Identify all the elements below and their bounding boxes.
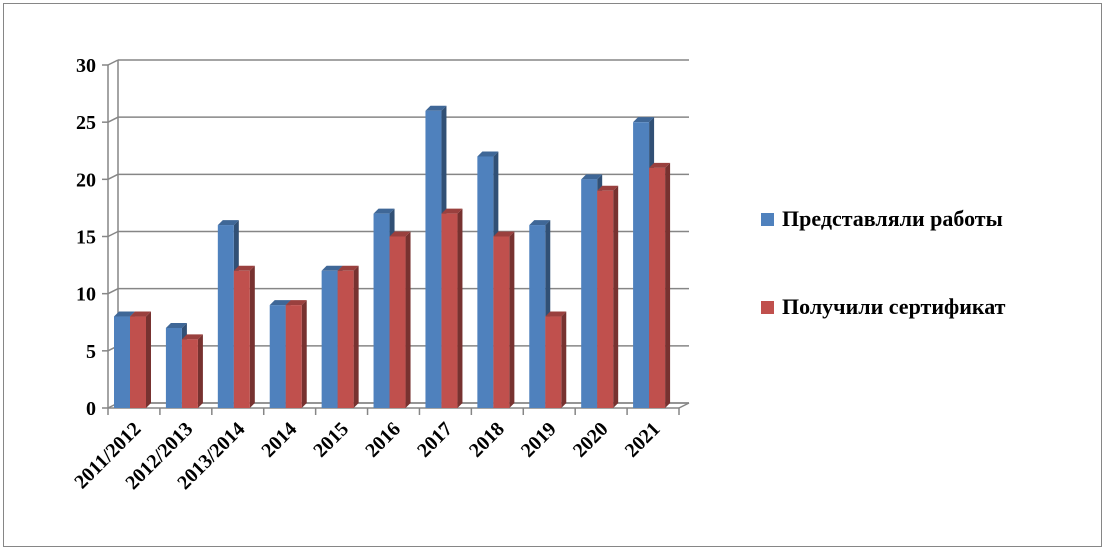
bar [285, 300, 307, 408]
bar-front [373, 213, 390, 408]
bar-side [613, 185, 619, 408]
bar-front [165, 327, 182, 408]
bar-front [337, 270, 354, 408]
bar-front [114, 316, 130, 408]
bar-side [249, 265, 255, 408]
y-tick-label: 30 [76, 55, 96, 77]
bar-top [269, 300, 291, 306]
bar-side [509, 231, 515, 408]
bar [389, 231, 411, 408]
legend-label: Представляли работы [782, 206, 1003, 231]
x-tick-label: 2017 [413, 418, 457, 462]
bar-side [561, 311, 567, 408]
bar-top [217, 220, 239, 226]
bar-front [581, 179, 598, 408]
x-tick-label: 2014 [257, 418, 301, 462]
bar-top [321, 265, 343, 271]
bar-side [146, 311, 151, 408]
bar-front [493, 236, 510, 408]
x-tick-label: 2020 [569, 418, 613, 462]
y-tick-label: 0 [86, 398, 96, 420]
bar-front [597, 190, 614, 408]
y-tick-label: 10 [76, 284, 96, 306]
y-tick-label: 20 [76, 169, 96, 191]
bar [181, 334, 203, 408]
bar-chart: 0 5 10 15 20 25 30 2011/20122012/20132013/2014… [70, 55, 1006, 494]
bar [337, 265, 359, 408]
bar-front [529, 225, 546, 408]
bar-top [477, 151, 499, 157]
bar [130, 311, 151, 408]
legend-swatch [761, 301, 774, 314]
y-tick-label: 15 [76, 227, 96, 249]
bar-front [425, 110, 442, 408]
chart-frame: 0 5 10 15 20 25 30 2011/2012 2012/2013 2013/2014… [3, 3, 1102, 547]
bar [597, 185, 619, 408]
bar [233, 265, 255, 408]
bar-front [269, 305, 286, 408]
bar-top [130, 311, 151, 317]
bar-front [217, 225, 234, 408]
floor-right-edge [678, 402, 690, 409]
bar-side [353, 265, 359, 408]
x-tick-label: 2015 [309, 418, 353, 462]
bar-front [233, 270, 250, 408]
bars [114, 105, 671, 409]
y-axis-ticks: 0 5 10 15 20 25 30 [76, 55, 96, 420]
gridline-side [107, 173, 119, 181]
bar-front [649, 167, 666, 408]
bar-top [285, 300, 307, 306]
bar-top [165, 322, 187, 328]
bar-top [581, 174, 603, 180]
bar-top [373, 208, 395, 214]
bar-front [441, 213, 458, 408]
bar-side [457, 208, 463, 408]
bar-front [130, 316, 146, 408]
gridline-side [107, 59, 119, 66]
bar-front [545, 316, 562, 408]
bar [649, 162, 671, 408]
gridline-side [107, 287, 119, 295]
bar-front [321, 270, 338, 408]
bar-top [181, 334, 203, 340]
bar-top [529, 220, 551, 226]
legend-swatch [761, 213, 774, 226]
bar-top [545, 311, 567, 317]
x-tick-label: 2021 [621, 418, 665, 462]
x-tick-label: 2018 [465, 418, 509, 462]
gridline-side [107, 230, 119, 238]
bar-front [633, 122, 650, 409]
bar-top [337, 265, 359, 271]
bar-front [477, 156, 494, 408]
bar [441, 208, 463, 408]
bar-front [181, 339, 198, 408]
legend: Представляли работы Получили сертификат [761, 206, 1006, 319]
bar-top [389, 231, 411, 237]
bar-top [633, 117, 655, 123]
bar-top [233, 265, 255, 271]
bar-top [597, 185, 619, 191]
y-tick-label: 5 [86, 341, 96, 363]
bar-top [649, 162, 671, 168]
bar-side [301, 300, 307, 408]
bar-front [389, 236, 406, 408]
y-tick-label: 25 [76, 112, 96, 134]
x-tick-label: 2019 [517, 418, 561, 462]
gridline-side [107, 116, 119, 123]
bar-side [197, 334, 203, 408]
bar-top [493, 231, 515, 237]
bar-side [405, 231, 411, 408]
bar-top [425, 105, 447, 111]
bar [493, 231, 515, 408]
bar-top [114, 311, 135, 317]
bar-side [665, 162, 671, 408]
bar-top [441, 208, 463, 214]
bar-front [285, 305, 302, 408]
legend-label: Получили сертификат [782, 294, 1006, 319]
bar [545, 311, 567, 408]
x-tick-label: 2016 [361, 418, 405, 462]
